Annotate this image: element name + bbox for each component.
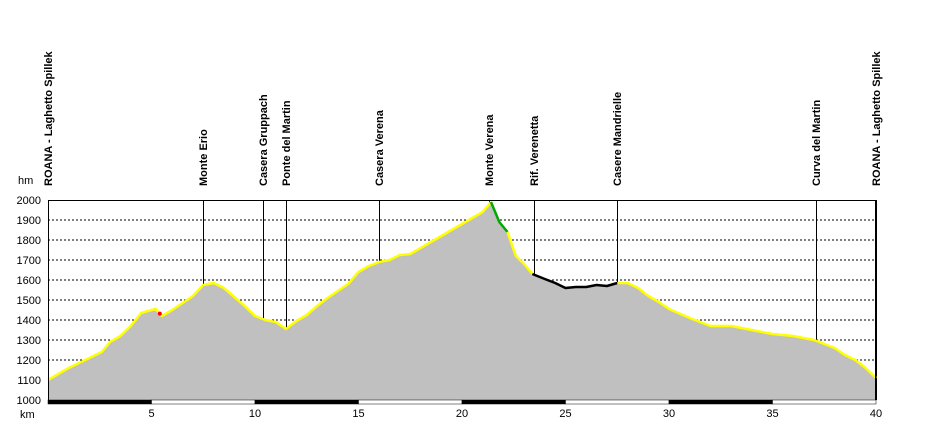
y-axis: 1000 1100 1200 1300 1400 1500 1600 1700 1800 1900… [17, 195, 41, 407]
profile-segments-layer [47, 201, 877, 382]
x-tick-label: 20 [456, 408, 468, 420]
y-tick-label: 1100 [17, 375, 41, 387]
x-tick-label: 40 [870, 408, 882, 420]
x-axis-band [461, 399, 566, 405]
profile-marker [157, 311, 162, 316]
profile-line-segment [531, 272, 618, 290]
y-tick-label: 1400 [17, 315, 41, 327]
x-tick-label: 10 [249, 408, 261, 420]
y-tick-label: 1900 [17, 215, 41, 227]
y-tick-label: 1500 [17, 295, 41, 307]
x-tick-label: 30 [663, 408, 675, 420]
x-axis-band [565, 399, 670, 405]
plot-frame [48, 200, 876, 400]
profile-line-segment [489, 201, 509, 233]
waypoint-label: ROANA - Laghetto Spillek [43, 50, 55, 186]
waypoint-label: Casere Mandrielle [612, 92, 624, 186]
x-axis-band [772, 399, 877, 405]
x-axis-band [254, 399, 359, 405]
x-axis-band [151, 399, 256, 405]
waypoint-label: ROANA - Laghetto Spillek [871, 50, 883, 186]
waypoint-label: Monte Verena [484, 114, 496, 186]
y-tick-label: 1600 [17, 275, 41, 287]
profile-area-layer [48, 202, 876, 400]
x-tick-label: 5 [148, 408, 154, 420]
y-tick-label: 1800 [17, 235, 41, 247]
profile-area [48, 202, 876, 400]
x-axis-unit-label: km [20, 409, 35, 421]
waypoint-label: Rif. Verenetta [529, 115, 541, 186]
waypoint-label: Monte Erio [198, 129, 210, 186]
waypoint-labels: ROANA - Laghetto Spillek Monte Erio Casera… [43, 50, 883, 186]
x-axis-band [358, 399, 463, 405]
waypoint-label: Ponte del Martin [281, 100, 293, 186]
x-axis-band [47, 399, 152, 405]
profile-line-segment [506, 231, 534, 275]
x-tick-label: 15 [352, 408, 364, 420]
y-tick-label: 1200 [17, 355, 41, 367]
y-tick-label: 2000 [17, 195, 41, 207]
y-tick-label: 1300 [17, 335, 41, 347]
waypoint-label: Casera Verena [374, 109, 386, 186]
x-axis-band [668, 399, 773, 405]
profile-line-segment [47, 201, 492, 382]
x-axis: 5 10 15 20 25 30 35 40 [47, 399, 882, 420]
y-axis-unit-label: hm [18, 175, 33, 187]
y-tick-label: 1000 [17, 395, 41, 407]
x-tick-label: 35 [766, 408, 778, 420]
waypoint-label: Casera Gruppach [258, 94, 270, 186]
waypoint-label: Curva del Martin [811, 100, 823, 186]
y-tick-label: 1700 [17, 255, 41, 267]
profile-line-segment [617, 281, 877, 379]
x-tick-label: 25 [559, 408, 571, 420]
